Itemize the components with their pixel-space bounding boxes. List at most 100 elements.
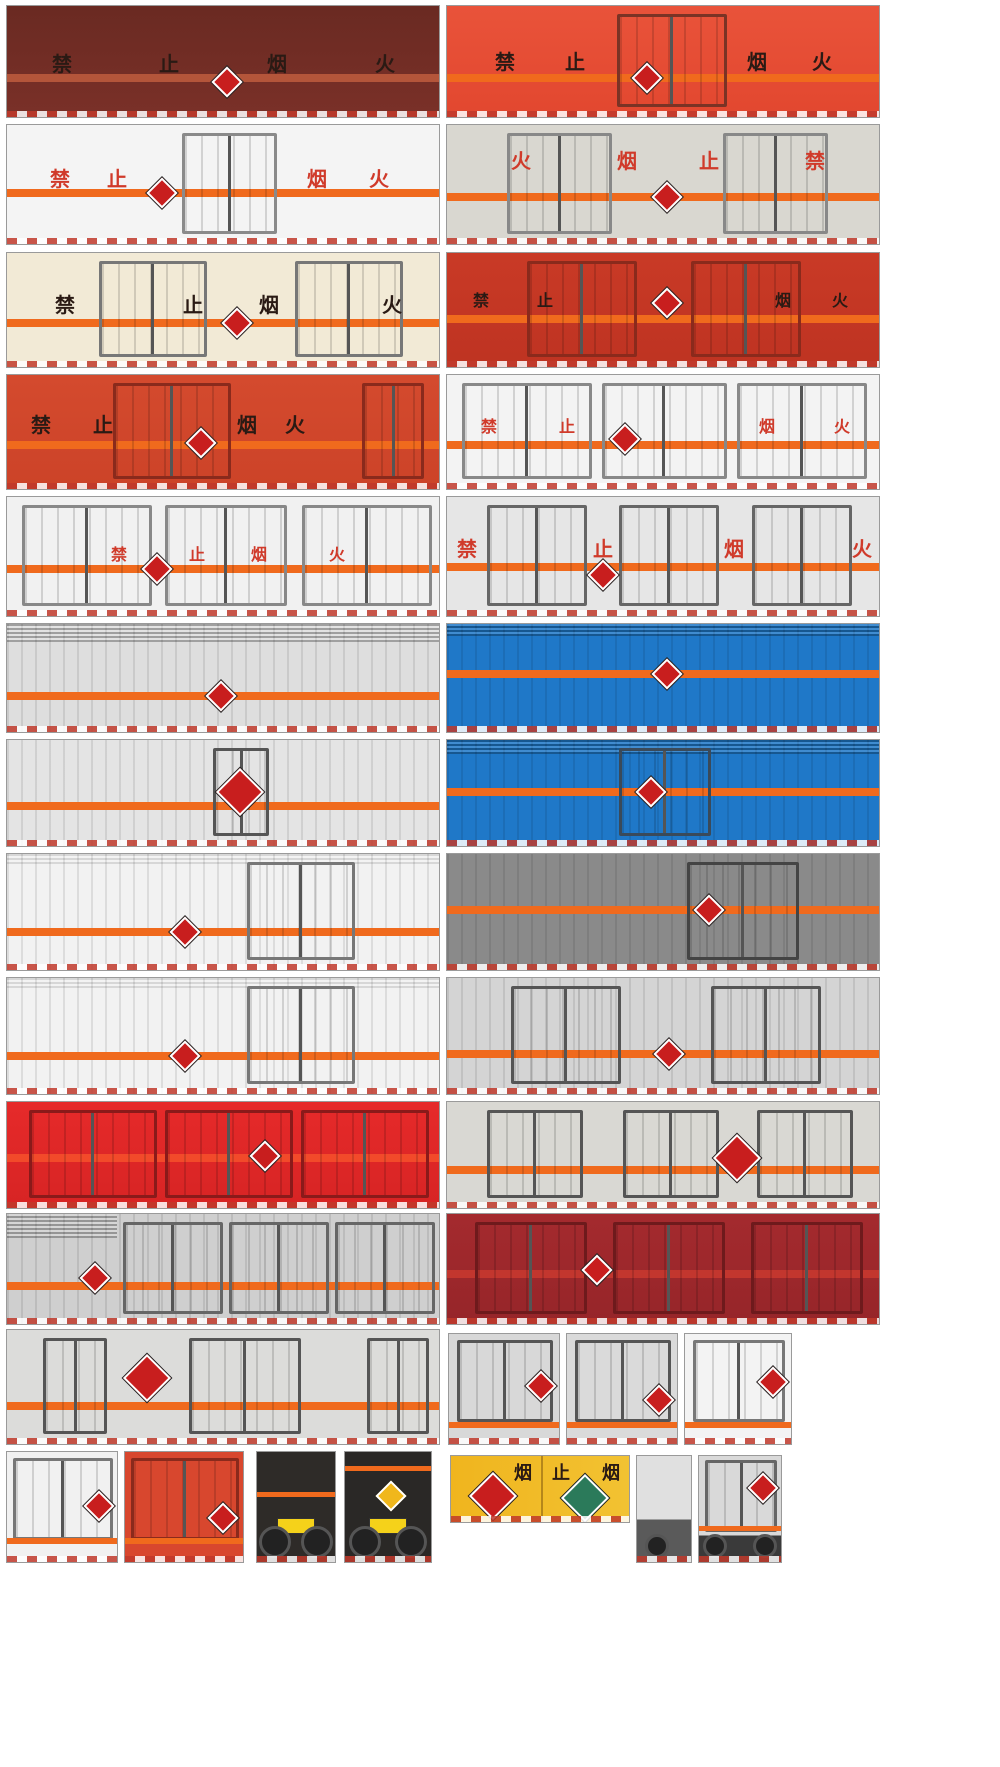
warning-char-forbid: 禁 — [495, 50, 515, 74]
truck-side-panel-08: 禁 止 烟 火 — [446, 374, 880, 490]
warning-char-fire: 火 — [369, 167, 389, 191]
truck-side-panel-10: 禁 止 烟 火 — [446, 496, 880, 617]
flammable-hazard-sign-icon — [122, 1353, 172, 1403]
truck-side-panel-18 — [446, 977, 880, 1095]
cargo-door — [711, 986, 821, 1084]
warning-char-stop: 止 — [93, 413, 113, 437]
truck-side-panel-12 — [446, 623, 880, 733]
warning-char-smoke: 烟 — [617, 149, 637, 173]
cargo-door — [475, 1222, 587, 1314]
warning-char-stop: 止 — [552, 1463, 570, 1484]
cargo-door — [165, 505, 287, 606]
wheel-icon — [349, 1526, 381, 1558]
truck-side-panel-17 — [6, 977, 440, 1095]
reflective-stripe — [125, 1538, 243, 1544]
truck-side-panel-11 — [6, 623, 440, 733]
reflective-stripe — [7, 928, 439, 936]
warning-char-fire: 火 — [382, 293, 402, 317]
flammable-hazard-sign-icon — [169, 916, 201, 948]
truck-side-panel-05: 禁 止 烟 火 — [6, 252, 440, 368]
warning-char-smoke: 烟 — [237, 413, 257, 437]
cargo-door — [691, 261, 801, 357]
cargo-door — [182, 133, 277, 234]
warning-char-forbid: 禁 — [457, 537, 477, 561]
reflective-stripe — [7, 441, 439, 449]
warning-char-smoke: 烟 — [724, 537, 744, 561]
flammable-hazard-sign-icon — [221, 307, 253, 339]
truck-side-panel-06: 禁 止 烟 火 — [446, 252, 880, 368]
reflective-stripe — [7, 1538, 117, 1544]
cargo-door — [99, 261, 207, 357]
cargo-door — [295, 261, 403, 357]
warning-sign-strip: 烟 止 烟 — [450, 1455, 630, 1523]
flammable-hazard-sign-icon — [653, 1038, 685, 1070]
warning-char-stop: 止 — [536, 291, 554, 310]
truck-side-panel-22 — [446, 1213, 880, 1325]
truck-side-panel-13 — [6, 739, 440, 847]
ventilation-louvers — [7, 978, 439, 988]
reflective-stripe — [567, 1422, 677, 1428]
warning-char-forbid: 禁 — [805, 149, 825, 173]
cargo-door — [487, 505, 587, 606]
wheel-icon — [259, 1526, 291, 1558]
cargo-door — [723, 133, 828, 234]
warning-char-stop: 止 — [565, 50, 585, 74]
reflective-stripe — [449, 1422, 559, 1428]
warning-char-forbid: 禁 — [480, 417, 498, 436]
warning-char-smoke: 烟 — [514, 1463, 532, 1484]
reflective-stripe — [345, 1466, 431, 1471]
flammable-hazard-sign-icon — [375, 1480, 407, 1512]
warning-char-smoke: 烟 — [307, 167, 327, 191]
warning-char-forbid: 禁 — [472, 291, 490, 310]
warning-char-forbid: 禁 — [110, 545, 128, 564]
cargo-door — [367, 1338, 429, 1434]
wheel-icon — [645, 1534, 669, 1558]
warning-char-forbid: 禁 — [55, 293, 75, 317]
cargo-door — [335, 1222, 435, 1314]
cargo-door — [751, 1222, 863, 1314]
truck-side-panel-14 — [446, 739, 880, 847]
wheel-icon — [703, 1534, 727, 1558]
cargo-door — [511, 986, 621, 1084]
warning-char-fire: 火 — [831, 291, 849, 310]
cargo-door — [737, 383, 867, 479]
warning-char-stop: 止 — [188, 545, 206, 564]
cargo-door — [22, 505, 152, 606]
cargo-door — [113, 383, 231, 479]
truck-side-panel-15 — [6, 853, 440, 971]
reflective-stripe — [7, 1402, 439, 1410]
truck-rear-view-06 — [256, 1451, 336, 1563]
truck-side-panel-20 — [446, 1101, 880, 1209]
warning-char-smoke: 烟 — [758, 417, 776, 436]
truck-rear-view-04 — [6, 1451, 118, 1563]
warning-char-smoke: 烟 — [774, 291, 792, 310]
truck-side-panel-02: 禁 止 烟 火 — [446, 5, 880, 118]
cargo-door — [487, 1110, 583, 1198]
cargo-door — [462, 383, 592, 479]
flammable-hazard-sign-icon — [211, 66, 243, 98]
flammable-hazard-sign-icon — [146, 177, 178, 209]
reflective-stripe — [699, 1526, 781, 1531]
reflective-stripe — [7, 1154, 439, 1162]
flammable-hazard-sign-icon — [651, 658, 683, 690]
truck-rear-view-01 — [448, 1333, 560, 1445]
flammable-hazard-sign-icon — [468, 1471, 518, 1521]
warning-char-stop: 止 — [558, 417, 576, 436]
warning-char-stop: 止 — [699, 149, 719, 173]
flammable-hazard-sign-icon — [205, 680, 237, 712]
reflective-stripe — [7, 1282, 439, 1290]
reflective-stripe — [7, 565, 439, 573]
wheel-icon — [395, 1526, 427, 1558]
warning-char-stop: 止 — [593, 537, 613, 561]
wheel-icon — [301, 1526, 333, 1558]
cargo-door — [43, 1338, 107, 1434]
truck-side-panel-23 — [6, 1329, 440, 1445]
cargo-door — [613, 1222, 725, 1314]
ventilation-louvers — [447, 740, 879, 754]
truck-rear-view-05 — [124, 1451, 244, 1563]
cargo-door — [29, 1110, 157, 1198]
warning-char-smoke: 烟 — [267, 52, 287, 76]
warning-char-fire: 火 — [328, 545, 346, 564]
warning-char-smoke: 烟 — [259, 293, 279, 317]
warning-char-fire: 火 — [852, 537, 872, 561]
